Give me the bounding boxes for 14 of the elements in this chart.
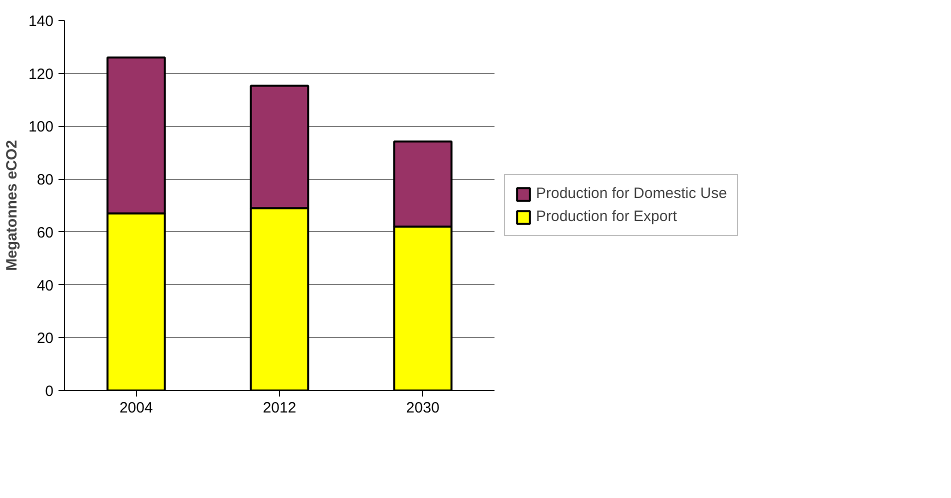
y-tick-label: 140 xyxy=(28,13,54,30)
y-tick-label: 120 xyxy=(28,66,54,83)
legend-label: Production for Export xyxy=(536,208,677,225)
y-tick-label: 20 xyxy=(36,330,54,348)
y-tick-label: 80 xyxy=(36,172,54,189)
y-tick-label: 40 xyxy=(36,277,54,294)
y-tick-label: 100 xyxy=(28,118,54,136)
legend-label: Production for Domestic Use xyxy=(536,185,727,202)
x-tick-label: 2012 xyxy=(262,400,296,416)
x-tick-label: 2030 xyxy=(406,400,440,416)
x-tick-label: 2004 xyxy=(119,400,153,416)
y-tick-label: 0 xyxy=(45,383,54,400)
y-tick-label: 60 xyxy=(36,224,54,242)
y-axis-title: Megatonnes eCO2 xyxy=(3,140,20,271)
